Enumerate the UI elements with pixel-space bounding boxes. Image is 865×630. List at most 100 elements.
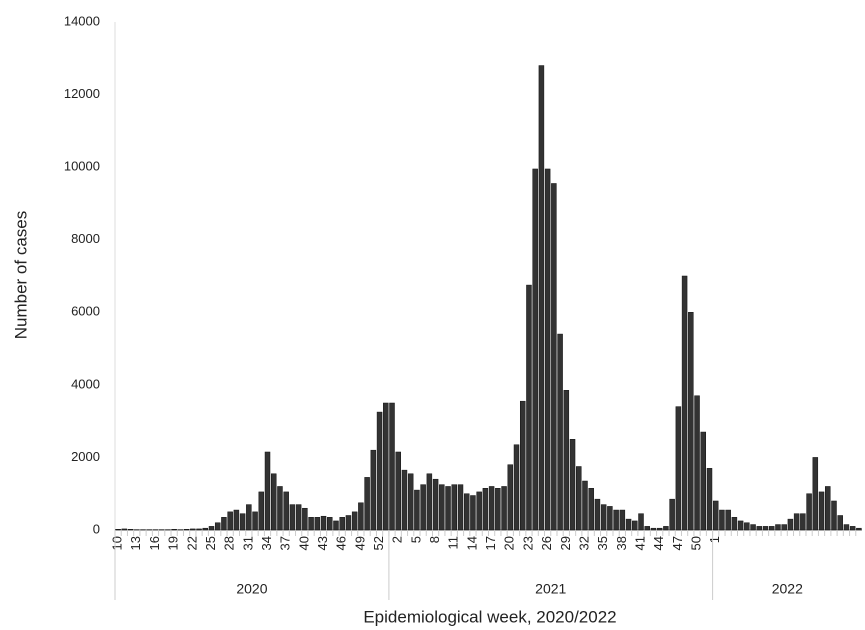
bar [694, 395, 700, 531]
x-tick-label: 25 [203, 536, 218, 550]
bar [650, 527, 657, 531]
y-tick-label: 12000 [64, 86, 100, 101]
x-tick-label: 11 [446, 536, 461, 550]
bar [538, 65, 545, 531]
bar [526, 284, 532, 531]
bar [246, 504, 252, 531]
bar [121, 528, 128, 531]
x-tick-label: 2 [390, 536, 405, 543]
bar [389, 402, 395, 531]
bar [495, 488, 501, 531]
bar [806, 493, 812, 531]
bar [831, 500, 837, 531]
x-tick-label: 44 [651, 536, 666, 550]
bar [825, 486, 831, 531]
bar [800, 513, 806, 531]
bar [302, 507, 308, 531]
x-tick-label: 16 [147, 536, 162, 550]
x-tick-label: 22 [184, 536, 199, 550]
bar [358, 502, 364, 531]
bar [190, 528, 196, 531]
bar [258, 491, 265, 531]
bar [818, 491, 825, 531]
bar [364, 477, 370, 531]
bar [856, 527, 862, 531]
bar [775, 524, 781, 531]
bar [283, 491, 289, 531]
y-tick-label: 8000 [71, 231, 100, 246]
x-tick-label: 29 [558, 536, 573, 550]
bar [445, 486, 451, 531]
bar [214, 522, 221, 531]
bar [669, 498, 675, 531]
x-tick-label: 17 [483, 536, 498, 550]
bar [513, 444, 520, 531]
bar [632, 520, 638, 531]
bar [270, 473, 277, 531]
bar [544, 168, 551, 531]
x-tick-label: 47 [670, 536, 685, 550]
x-tick-label: 1 [707, 536, 722, 543]
bar [557, 333, 563, 531]
bar [351, 511, 358, 531]
bar [115, 529, 121, 531]
bar [588, 488, 594, 531]
bar [600, 504, 607, 531]
x-tick-label: 43 [315, 536, 330, 550]
x-tick-label: 49 [352, 536, 367, 550]
bar [339, 517, 345, 531]
x-tick-label: 38 [614, 536, 629, 550]
y-tick-label: 10000 [64, 159, 100, 174]
bar [407, 473, 414, 531]
bar [750, 524, 756, 531]
y-tick-label: 2000 [71, 449, 100, 464]
bar [370, 449, 377, 531]
bar [476, 491, 482, 531]
bar [233, 509, 240, 531]
x-tick-label: 52 [371, 536, 386, 550]
bar [457, 484, 464, 531]
bar [719, 509, 725, 531]
bar [451, 484, 458, 531]
x-tick-label: 26 [539, 536, 554, 550]
bar [383, 402, 389, 531]
x-tick-label: 41 [632, 536, 647, 550]
bar [663, 526, 669, 531]
bar [432, 478, 439, 531]
bar [700, 431, 707, 531]
bar [420, 484, 426, 531]
bar [563, 390, 570, 531]
x-tick-label: 37 [278, 536, 293, 550]
bar [793, 513, 800, 531]
bar [414, 489, 420, 531]
bar [731, 517, 738, 531]
x-tick-label: 35 [595, 536, 610, 550]
group-label: 2020 [236, 581, 267, 597]
x-tick-label: 23 [520, 536, 535, 550]
bar [314, 517, 321, 531]
x-tick-label: 20 [502, 536, 517, 550]
bar [812, 457, 819, 531]
x-tick-label: 46 [334, 536, 349, 550]
x-tick-label: 31 [240, 536, 255, 550]
bar [638, 513, 644, 531]
bar [507, 464, 514, 531]
bar [239, 513, 246, 531]
bar [576, 466, 582, 531]
y-tick-label: 6000 [71, 304, 100, 319]
bar [607, 506, 613, 531]
bar [737, 520, 744, 531]
bar [625, 518, 632, 531]
bar [295, 504, 302, 531]
x-tick-label: 50 [688, 536, 703, 550]
bar [837, 515, 843, 531]
bar [756, 526, 763, 531]
bar [289, 504, 296, 531]
bar [252, 511, 258, 531]
bar [171, 529, 177, 531]
bar [712, 500, 719, 531]
bar [395, 451, 401, 531]
bar [519, 400, 526, 531]
bar [675, 406, 682, 531]
